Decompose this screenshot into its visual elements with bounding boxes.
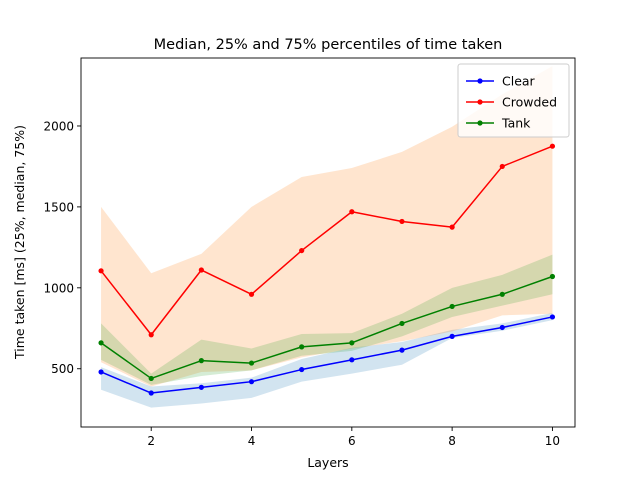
axes	[80, 57, 576, 428]
x-tick-label-2: 2	[147, 434, 155, 448]
legend-label-tank: Tank	[501, 116, 531, 131]
legend-label-crowded: Crowded	[502, 95, 557, 110]
point-clear-7	[399, 347, 405, 353]
point-tank-2	[148, 375, 154, 382]
point-crowded-10	[549, 143, 556, 149]
point-crowded-3	[198, 267, 204, 273]
point-crowded-8	[449, 224, 455, 230]
point-clear-3	[198, 384, 204, 390]
line-clear	[100, 316, 553, 394]
x-axis-label: Layers	[307, 455, 348, 470]
legend: Clear Crowded Tank	[457, 63, 570, 138]
x-tick-label-10: 10	[545, 434, 560, 448]
chart-title: Median, 25% and 75% percentiles of time …	[154, 37, 503, 53]
x-tick-label-8: 8	[448, 434, 456, 448]
band-clear	[101, 312, 553, 408]
point-crowded-4	[248, 291, 255, 297]
point-tank-9	[499, 291, 505, 297]
legend-marker-clear	[477, 78, 483, 84]
median-points	[98, 143, 556, 396]
ticks: 2 4 6 8 10 500 1000 1500 2000	[43, 119, 560, 448]
y-axis-label: Time taken [ms] (25%, median, 75%)	[12, 125, 27, 360]
point-crowded-5	[299, 247, 305, 254]
point-tank-1	[98, 340, 104, 346]
line-crowded	[100, 145, 553, 336]
point-tank-3	[198, 358, 204, 364]
line-tank	[100, 275, 553, 380]
point-tank-7	[399, 320, 405, 327]
y-tick-label-500: 500	[51, 362, 74, 376]
point-tank-6	[349, 340, 355, 346]
percentile-bands	[101, 66, 553, 408]
point-crowded-1	[98, 268, 104, 274]
point-crowded-7	[399, 218, 405, 225]
point-clear-6	[349, 357, 355, 363]
x-tick-label-6: 6	[348, 434, 356, 448]
point-crowded-9	[499, 163, 505, 170]
legend-marker-crowded	[477, 99, 483, 105]
band-tank	[101, 254, 553, 385]
median-lines	[100, 145, 553, 394]
x-tick-label-4: 4	[248, 434, 256, 448]
point-tank-10	[549, 273, 556, 280]
y-tick-label-1500: 1500	[43, 200, 74, 214]
point-crowded-6	[349, 209, 355, 215]
band-crowded	[101, 66, 553, 387]
y-tick-label-1000: 1000	[43, 281, 74, 295]
plot-frame	[80, 57, 576, 428]
point-tank-4	[248, 360, 255, 366]
point-crowded-2	[148, 332, 154, 338]
y-tick-label-2000: 2000	[43, 119, 74, 133]
point-clear-4	[248, 379, 255, 385]
point-tank-5	[299, 344, 305, 350]
point-clear-9	[499, 324, 505, 331]
legend-box	[457, 63, 570, 138]
legend-marker-tank	[477, 120, 483, 126]
point-clear-1	[98, 369, 104, 375]
point-tank-8	[449, 303, 455, 310]
point-clear-8	[449, 333, 455, 339]
legend-label-clear: Clear	[502, 74, 536, 89]
point-clear-2	[148, 390, 154, 396]
point-clear-5	[299, 366, 305, 373]
point-clear-10	[549, 314, 556, 320]
